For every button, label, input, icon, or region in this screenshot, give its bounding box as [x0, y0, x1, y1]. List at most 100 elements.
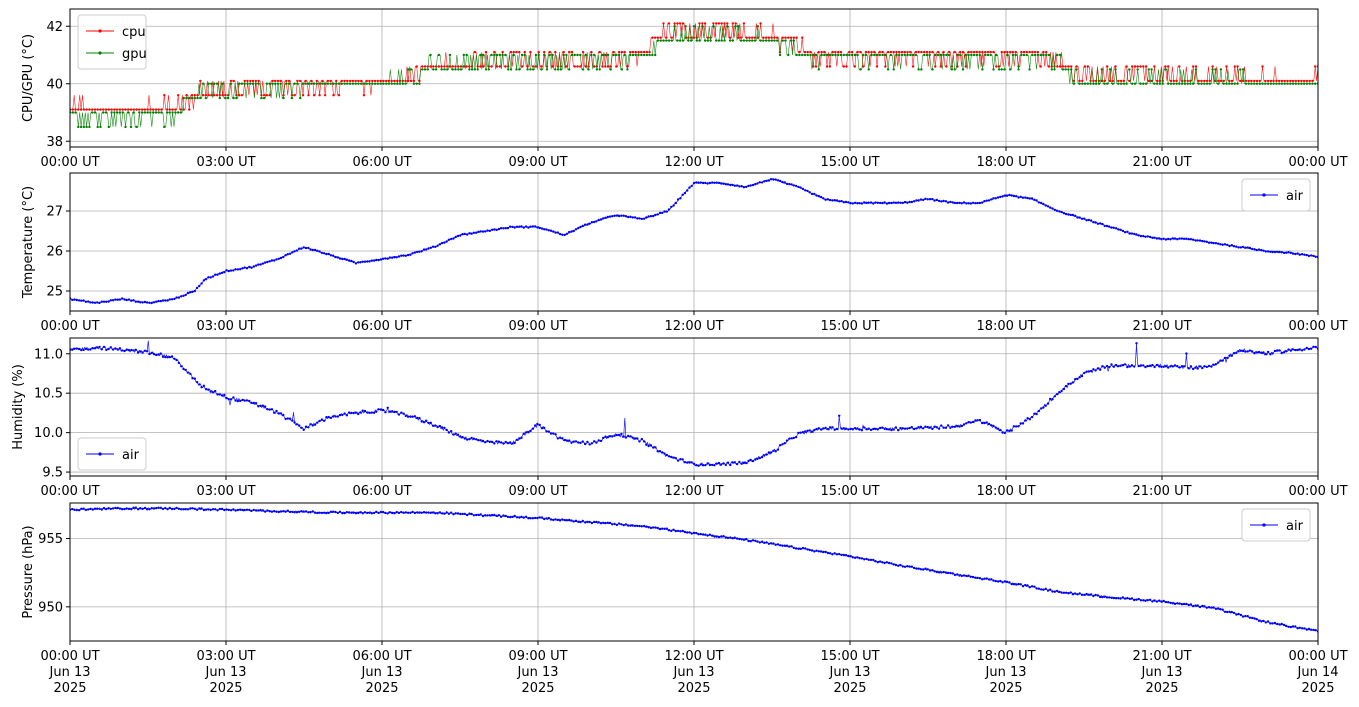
data-point	[781, 180, 784, 184]
data-point	[726, 536, 730, 540]
data-point	[393, 82, 396, 85]
data-point	[633, 437, 637, 440]
data-point	[559, 68, 563, 71]
data-point	[1287, 348, 1290, 351]
data-point	[633, 524, 637, 528]
data-point	[1089, 219, 1093, 222]
data-point	[1058, 391, 1061, 394]
data-point	[180, 295, 183, 298]
y-tick-label: 9.5	[42, 466, 63, 481]
data-point	[631, 436, 634, 439]
data-point	[163, 125, 166, 129]
data-point	[207, 508, 210, 511]
data-point	[604, 521, 607, 525]
data-point	[149, 111, 152, 114]
data-point	[720, 22, 723, 25]
data-point	[189, 507, 192, 510]
data-point	[1232, 245, 1236, 248]
data-point	[136, 300, 140, 303]
data-point	[121, 108, 124, 111]
data-point	[249, 82, 252, 85]
data-point	[853, 53, 857, 57]
data-point	[763, 454, 766, 457]
data-point	[165, 111, 169, 114]
data-point	[1235, 245, 1238, 248]
data-point	[933, 199, 936, 202]
data-point	[860, 429, 864, 432]
data-point	[376, 79, 379, 83]
data-point	[89, 301, 92, 304]
data-point	[218, 272, 221, 275]
x-tick-label: 06:00 UT	[352, 319, 411, 334]
data-point	[678, 22, 682, 25]
data-point	[731, 39, 734, 42]
data-point	[486, 514, 489, 517]
data-point	[426, 68, 429, 71]
data-point	[658, 450, 662, 453]
data-point	[974, 202, 977, 205]
data-point	[631, 524, 634, 527]
data-point	[914, 53, 918, 57]
data-point	[608, 435, 612, 438]
data-point	[1001, 431, 1004, 434]
y-tick-label: 10.5	[34, 387, 63, 402]
data-point	[141, 301, 144, 304]
data-point	[440, 68, 443, 71]
data-point	[459, 68, 463, 71]
data-point	[416, 416, 419, 420]
data-point	[842, 201, 845, 204]
data-point	[254, 82, 257, 85]
data-point	[853, 201, 857, 204]
data-point	[434, 245, 437, 249]
data-point	[1305, 628, 1308, 631]
data-point	[549, 518, 553, 521]
data-point	[839, 50, 843, 54]
data-point	[965, 422, 968, 425]
data-point	[869, 428, 873, 432]
data-point	[928, 53, 931, 57]
data-point	[1241, 68, 1245, 71]
data-point	[638, 440, 641, 443]
data-point	[404, 414, 407, 418]
data-point	[640, 50, 643, 54]
data-point	[323, 94, 327, 97]
data-point	[1162, 237, 1165, 240]
data-point	[765, 179, 768, 183]
data-point	[368, 79, 371, 83]
data-point	[1139, 599, 1143, 602]
data-point	[1214, 79, 1217, 83]
data-point	[688, 186, 691, 189]
data-point	[878, 50, 881, 54]
data-point	[538, 516, 541, 519]
data-point	[1121, 596, 1125, 599]
data-point	[629, 50, 632, 54]
data-point	[1253, 82, 1256, 85]
data-point	[243, 508, 246, 512]
data-point	[529, 429, 532, 433]
data-point	[1239, 613, 1243, 617]
data-point	[511, 515, 514, 519]
data-point	[434, 68, 438, 71]
data-point	[186, 508, 190, 511]
data-point	[939, 53, 942, 57]
data-point	[74, 108, 77, 111]
data-point	[1248, 246, 1252, 250]
data-point	[690, 184, 693, 188]
data-point	[1235, 613, 1238, 616]
data-point	[885, 202, 889, 205]
data-point	[177, 507, 181, 510]
data-point	[213, 82, 216, 85]
data-point	[388, 511, 392, 514]
data-point	[953, 50, 956, 54]
data-point	[1194, 366, 1197, 369]
data-point	[488, 440, 491, 444]
data-point	[751, 539, 755, 542]
data-point	[773, 36, 776, 39]
data-point	[613, 522, 616, 526]
data-point	[282, 510, 285, 513]
data-point	[701, 22, 704, 25]
data-point	[787, 36, 790, 39]
data-point	[1133, 365, 1136, 368]
data-point	[454, 512, 457, 515]
data-point	[1298, 626, 1302, 629]
